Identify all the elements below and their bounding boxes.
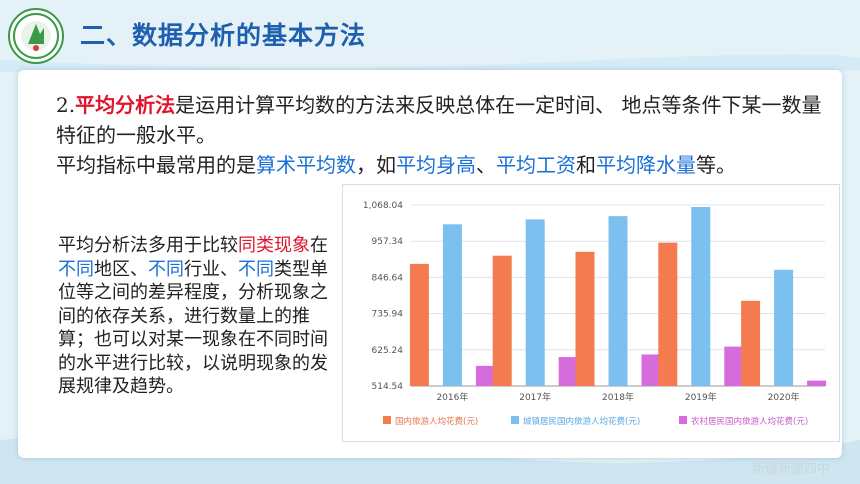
term-arithmetic-mean: 算术平均数 — [256, 153, 356, 177]
paragraph-usage: 平均分析法多用于比较同类现象在不同地区、不同行业、不同类型单位等之间的差异程度，… — [58, 234, 328, 399]
definition-text: 是运用计算平均数的方法来反映总体在一定时间、 地点等条件下某一数量特征的一般水平… — [56, 93, 822, 147]
bar-3 — [558, 357, 578, 386]
y-tick-label: 957.34 — [372, 237, 404, 247]
usage-text-c: 在 — [310, 235, 328, 256]
highlight-same-kind: 同类现象 — [238, 235, 310, 256]
item-number: 2. — [56, 93, 76, 117]
separator: 、 — [476, 153, 496, 177]
bar-chart-container: 514.54 625.24 735.94 846.64 957.34 1,068.04 20… — [342, 184, 840, 442]
example-height: 平均身高 — [396, 153, 476, 177]
page-title: 二、数据分析的基本方法 — [80, 21, 367, 50]
bar-3 — [807, 380, 827, 386]
x-tick-label: 2020年 — [768, 391, 800, 403]
legend-label: 城镇居民国内旅游人均花费(元) — [523, 416, 640, 427]
bar-2 — [525, 219, 545, 386]
x-tick-label: 2016年 — [436, 391, 468, 403]
y-tick-label: 735.94 — [372, 310, 404, 320]
y-tick-label: 514.54 — [372, 382, 404, 392]
text-end: 等。 — [696, 153, 736, 177]
bar-3 — [641, 354, 661, 386]
school-logo — [8, 8, 64, 64]
legend-label: 国内旅游人均花费(元) — [395, 416, 478, 427]
text-such-as: ，如 — [356, 153, 396, 177]
term-average-analysis: 平均分析法 — [75, 93, 176, 117]
watermark: 新疆新源四中 — [752, 462, 831, 477]
y-tick-label: 625.24 — [372, 346, 404, 356]
usage-text-g: 行业、 — [184, 258, 238, 280]
bar-1 — [492, 255, 512, 386]
highlight-different-2: 不同 — [148, 258, 184, 280]
conjunction: 和 — [576, 153, 596, 177]
legend-swatch — [679, 416, 687, 424]
usage-text-i: 类型单位等之间的差异程度，分析现象之间的依存关系，进行数量上的推算；也可以对某一… — [58, 258, 328, 398]
bar-chart: 514.54 625.24 735.94 846.64 957.34 1,068.04 20… — [363, 201, 827, 427]
x-tick-label: 2017年 — [519, 391, 551, 403]
bar-2 — [691, 206, 711, 386]
legend-label: 农村居民国内旅游人均花费(元) — [691, 416, 808, 427]
y-tick-label: 1,068.04 — [363, 201, 403, 211]
bar-1 — [575, 251, 595, 386]
usage-text-e: 地区、 — [94, 258, 148, 280]
paragraph-definition: 2.平均分析法是运用计算平均数的方法来反映总体在一定时间、 地点等条件下某一数量… — [56, 90, 826, 180]
text-common-index: 平均指标中最常用的是 — [56, 153, 256, 177]
x-tick-label: 2018年 — [602, 391, 634, 403]
x-tick-label: 2019年 — [685, 391, 717, 403]
bar-2 — [442, 224, 462, 386]
legend-swatch — [511, 416, 519, 424]
highlight-different-3: 不同 — [238, 258, 274, 280]
example-rainfall: 平均降水量 — [596, 153, 696, 177]
bar-1 — [658, 242, 678, 386]
bar-1 — [409, 263, 429, 386]
bar-3 — [475, 365, 495, 386]
bar-2 — [774, 269, 794, 386]
legend-swatch — [383, 416, 391, 424]
bar-2 — [608, 216, 628, 386]
bar-1 — [741, 300, 761, 386]
highlight-different-1: 不同 — [58, 258, 94, 280]
y-tick-label: 846.64 — [372, 273, 404, 283]
example-salary: 平均工资 — [496, 153, 576, 177]
bar-3 — [724, 346, 744, 386]
usage-text-a: 平均分析法多用于比较 — [58, 235, 238, 256]
